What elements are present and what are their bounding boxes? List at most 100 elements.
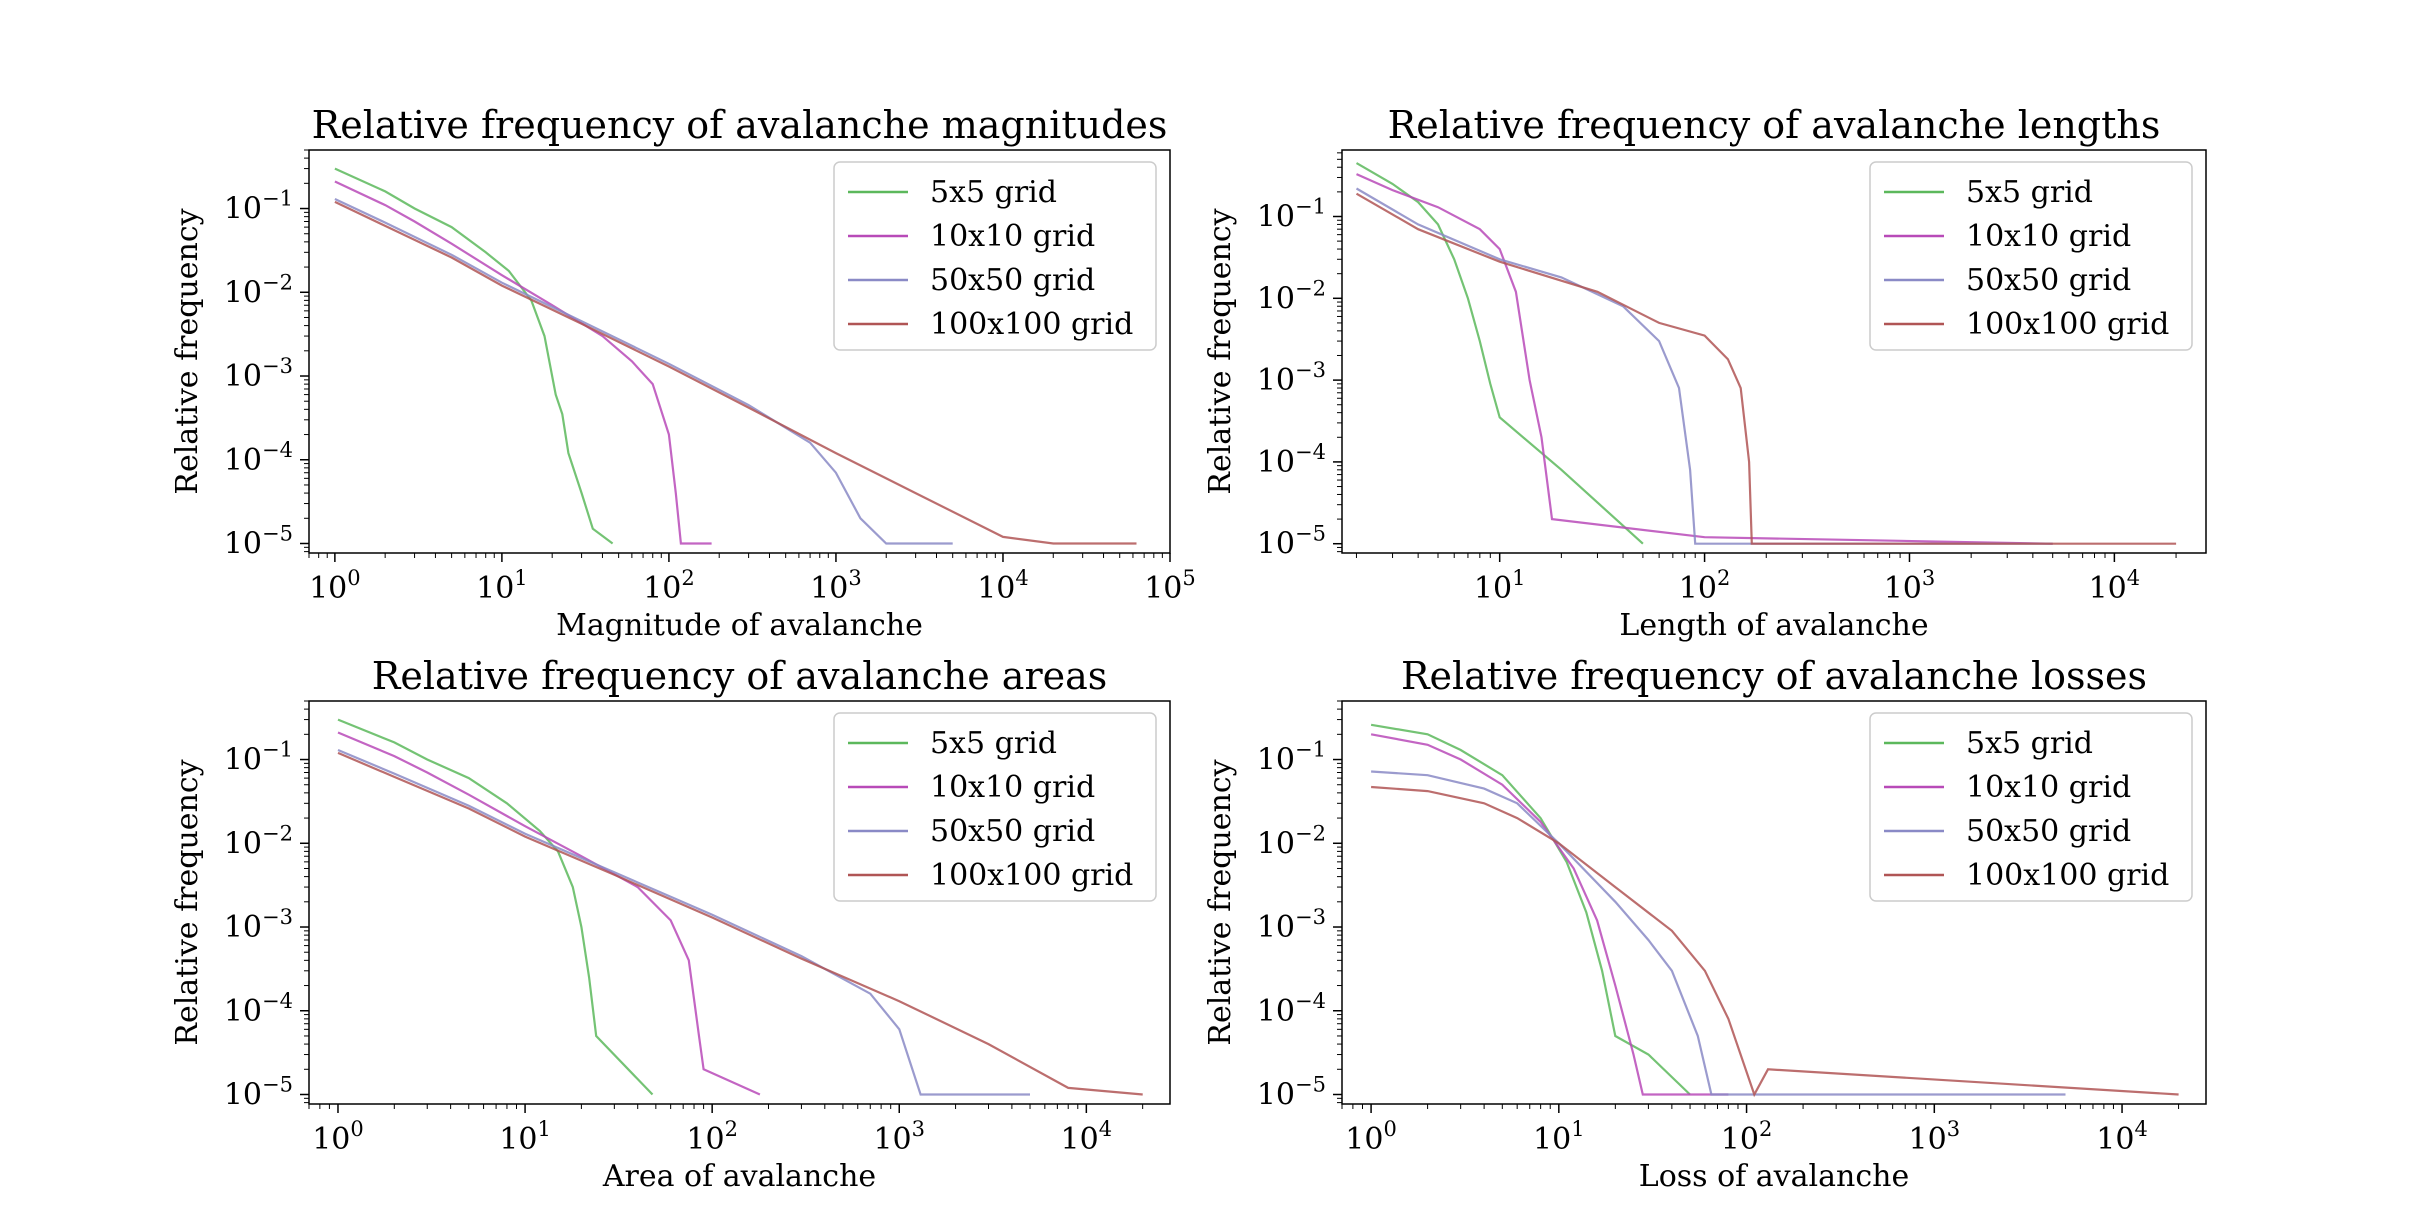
x-axis-label: Magnitude of avalanche	[556, 608, 923, 643]
x-tick-label: 101	[1474, 566, 1526, 606]
legend-label: 10x10 grid	[1966, 219, 2131, 254]
chart-title: Relative frequency of avalanche magnitud…	[312, 103, 1168, 147]
legend-label: 100x100 grid	[930, 858, 1133, 893]
x-tick-label: 102	[643, 566, 695, 606]
axes-frame	[1341, 149, 2207, 554]
legend-box	[833, 161, 1157, 351]
x-tick-label: 100	[1345, 1117, 1397, 1157]
y-tick-label: 10−2	[224, 821, 293, 861]
y-tick-label: 10−2	[224, 270, 293, 310]
legend-label: 100x100 grid	[1966, 307, 2169, 342]
y-tick-label: 10−3	[1257, 358, 1326, 398]
legend-label: 10x10 grid	[930, 219, 1095, 254]
legend-label: 50x50 grid	[1966, 814, 2131, 849]
legend: 5x5 grid 10x10 grid 50x50 grid 100x100 grid	[1869, 161, 2193, 351]
y-axis-label: Relative frequency	[1203, 759, 1238, 1045]
legend-label: 5x5 grid	[1966, 175, 2093, 210]
x-tick-label: 103	[810, 566, 862, 606]
x-axis-label: Area of avalanche	[602, 1159, 876, 1194]
chart-title: Relative frequency of avalanche lengths	[1388, 103, 2161, 147]
legend-label: 50x50 grid	[930, 263, 1095, 298]
y-tick-label: 10−1	[1257, 738, 1326, 778]
series-line-2	[337, 731, 761, 1096]
y-tick-label: 10−2	[1257, 276, 1326, 316]
axes-frame	[308, 149, 1171, 554]
x-tick-label: 103	[873, 1117, 925, 1157]
series-group	[1370, 723, 2179, 1098]
legend-label: 5x5 grid	[1966, 726, 2093, 761]
legend: 5x5 grid 10x10 grid 50x50 grid 100x100 grid	[833, 712, 1157, 902]
legend-label: 10x10 grid	[1966, 770, 2131, 805]
x-axis-label: Loss of avalanche	[1639, 1159, 1909, 1194]
series-line-1	[1355, 162, 1644, 545]
y-tick-label: 10−5	[224, 521, 293, 561]
legend-box	[833, 712, 1157, 902]
series-group	[337, 718, 1143, 1096]
chart-title: Relative frequency of avalanche areas	[372, 654, 1108, 698]
y-tick-label: 10−4	[224, 438, 293, 478]
legend-label: 5x5 grid	[930, 726, 1057, 761]
legend-label: 100x100 grid	[1966, 858, 2169, 893]
series-line-4	[1371, 785, 2179, 1098]
y-tick-label: 10−2	[1257, 821, 1326, 861]
chart-panel-1: 100 101 102 103 104 105 10−5 10−4 10−3 10−2 10−1 Re…	[170, 103, 1196, 643]
chart-panel-3: 100 101 102 103 104 10−5 10−4 10−3 10−2 10−1 Relat…	[170, 654, 1171, 1194]
x-tick-label: 102	[1679, 566, 1731, 606]
legend: 5x5 grid 10x10 grid 50x50 grid 100x100 grid	[1869, 712, 2193, 902]
y-tick-label: 10−3	[1257, 905, 1326, 945]
chart-title: Relative frequency of avalanche losses	[1401, 654, 2147, 698]
series-line-2	[334, 180, 712, 545]
y-tick-label: 10−3	[224, 354, 293, 394]
legend-label: 10x10 grid	[930, 770, 1095, 805]
x-tick-label: 101	[1533, 1117, 1585, 1157]
x-tick-label: 103	[1884, 566, 1936, 606]
x-tick-label: 101	[499, 1117, 551, 1157]
y-tick-label: 10−3	[224, 905, 293, 945]
x-tick-label: 104	[1061, 1117, 1113, 1157]
x-tick-label: 100	[312, 1117, 364, 1157]
x-tick-label: 102	[1721, 1117, 1773, 1157]
x-tick-label: 103	[1909, 1117, 1961, 1157]
x-tick-label: 105	[1144, 566, 1196, 606]
series-line-1	[1370, 723, 1691, 1096]
chart-panel-4: 100 101 102 103 104 10−5 10−4 10−3 10−2 10−1 Relat…	[1203, 654, 2207, 1194]
y-axis-label: Relative frequency	[170, 759, 205, 1045]
x-tick-label: 102	[686, 1117, 738, 1157]
series-line-1	[334, 167, 614, 545]
legend-label: 50x50 grid	[930, 814, 1095, 849]
y-tick-label: 10−1	[224, 187, 293, 227]
legend: 5x5 grid 10x10 grid 50x50 grid 100x100 grid	[833, 161, 1157, 351]
x-axis-label: Length of avalanche	[1619, 608, 1928, 643]
y-tick-label: 10−4	[1257, 989, 1326, 1029]
series-line-1	[337, 718, 654, 1096]
series-line-4	[334, 200, 1137, 545]
series-group	[1355, 162, 2177, 545]
y-tick-label: 10−1	[1257, 194, 1326, 234]
chart-panel-2: 101 102 103 104 10−5 10−4 10−3 10−2 10−1 Relative…	[1203, 103, 2207, 643]
series-group	[334, 167, 1137, 545]
legend-box	[1869, 712, 2193, 902]
x-tick-label: 104	[977, 566, 1029, 606]
axes-frame	[1341, 700, 2207, 1105]
y-tick-label: 10−5	[1257, 1072, 1326, 1112]
x-tick-label: 104	[2089, 566, 2141, 606]
legend-box	[1869, 161, 2193, 351]
y-tick-label: 10−5	[1257, 522, 1326, 562]
x-tick-label: 104	[2096, 1117, 2148, 1157]
y-axis-label: Relative frequency	[170, 208, 205, 494]
legend-label: 50x50 grid	[1966, 263, 2131, 298]
legend-label: 5x5 grid	[930, 175, 1057, 210]
legend-label: 100x100 grid	[930, 307, 1133, 342]
series-line-3	[1355, 187, 2053, 545]
x-tick-label: 101	[476, 566, 528, 606]
y-tick-label: 10−4	[1257, 440, 1326, 480]
series-line-2	[1370, 733, 1729, 1096]
series-line-3	[334, 198, 953, 545]
y-tick-label: 10−4	[224, 989, 293, 1029]
y-tick-label: 10−5	[224, 1072, 293, 1112]
x-tick-label: 100	[309, 566, 361, 606]
axes-frame	[308, 700, 1171, 1105]
y-axis-label: Relative frequency	[1203, 208, 1238, 494]
y-tick-label: 10−1	[224, 738, 293, 778]
